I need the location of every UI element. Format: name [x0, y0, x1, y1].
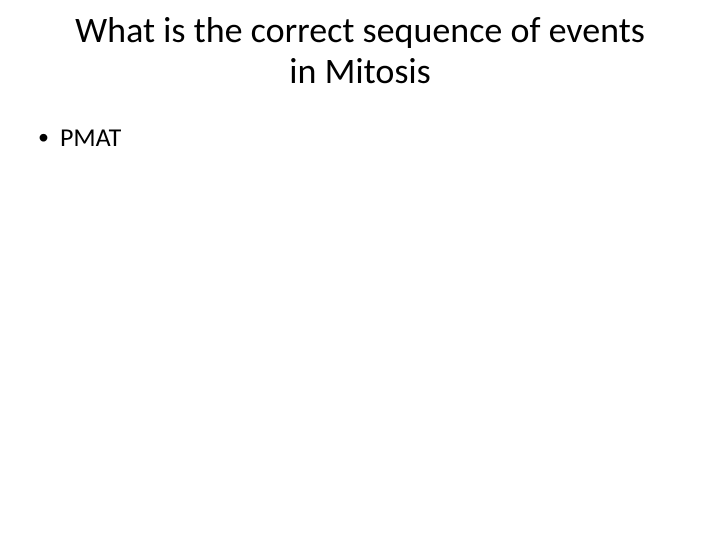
slide-body: • PMAT — [38, 122, 682, 153]
bullet-text: PMAT — [60, 122, 682, 153]
slide-title: What is the correct sequence of events i… — [0, 10, 720, 93]
bullet-icon: • — [38, 122, 60, 152]
title-line-1: What is the correct sequence of events — [75, 8, 645, 52]
list-item: • PMAT — [38, 122, 682, 153]
slide: What is the correct sequence of events i… — [0, 0, 720, 540]
title-line-2: in Mitosis — [289, 49, 430, 93]
